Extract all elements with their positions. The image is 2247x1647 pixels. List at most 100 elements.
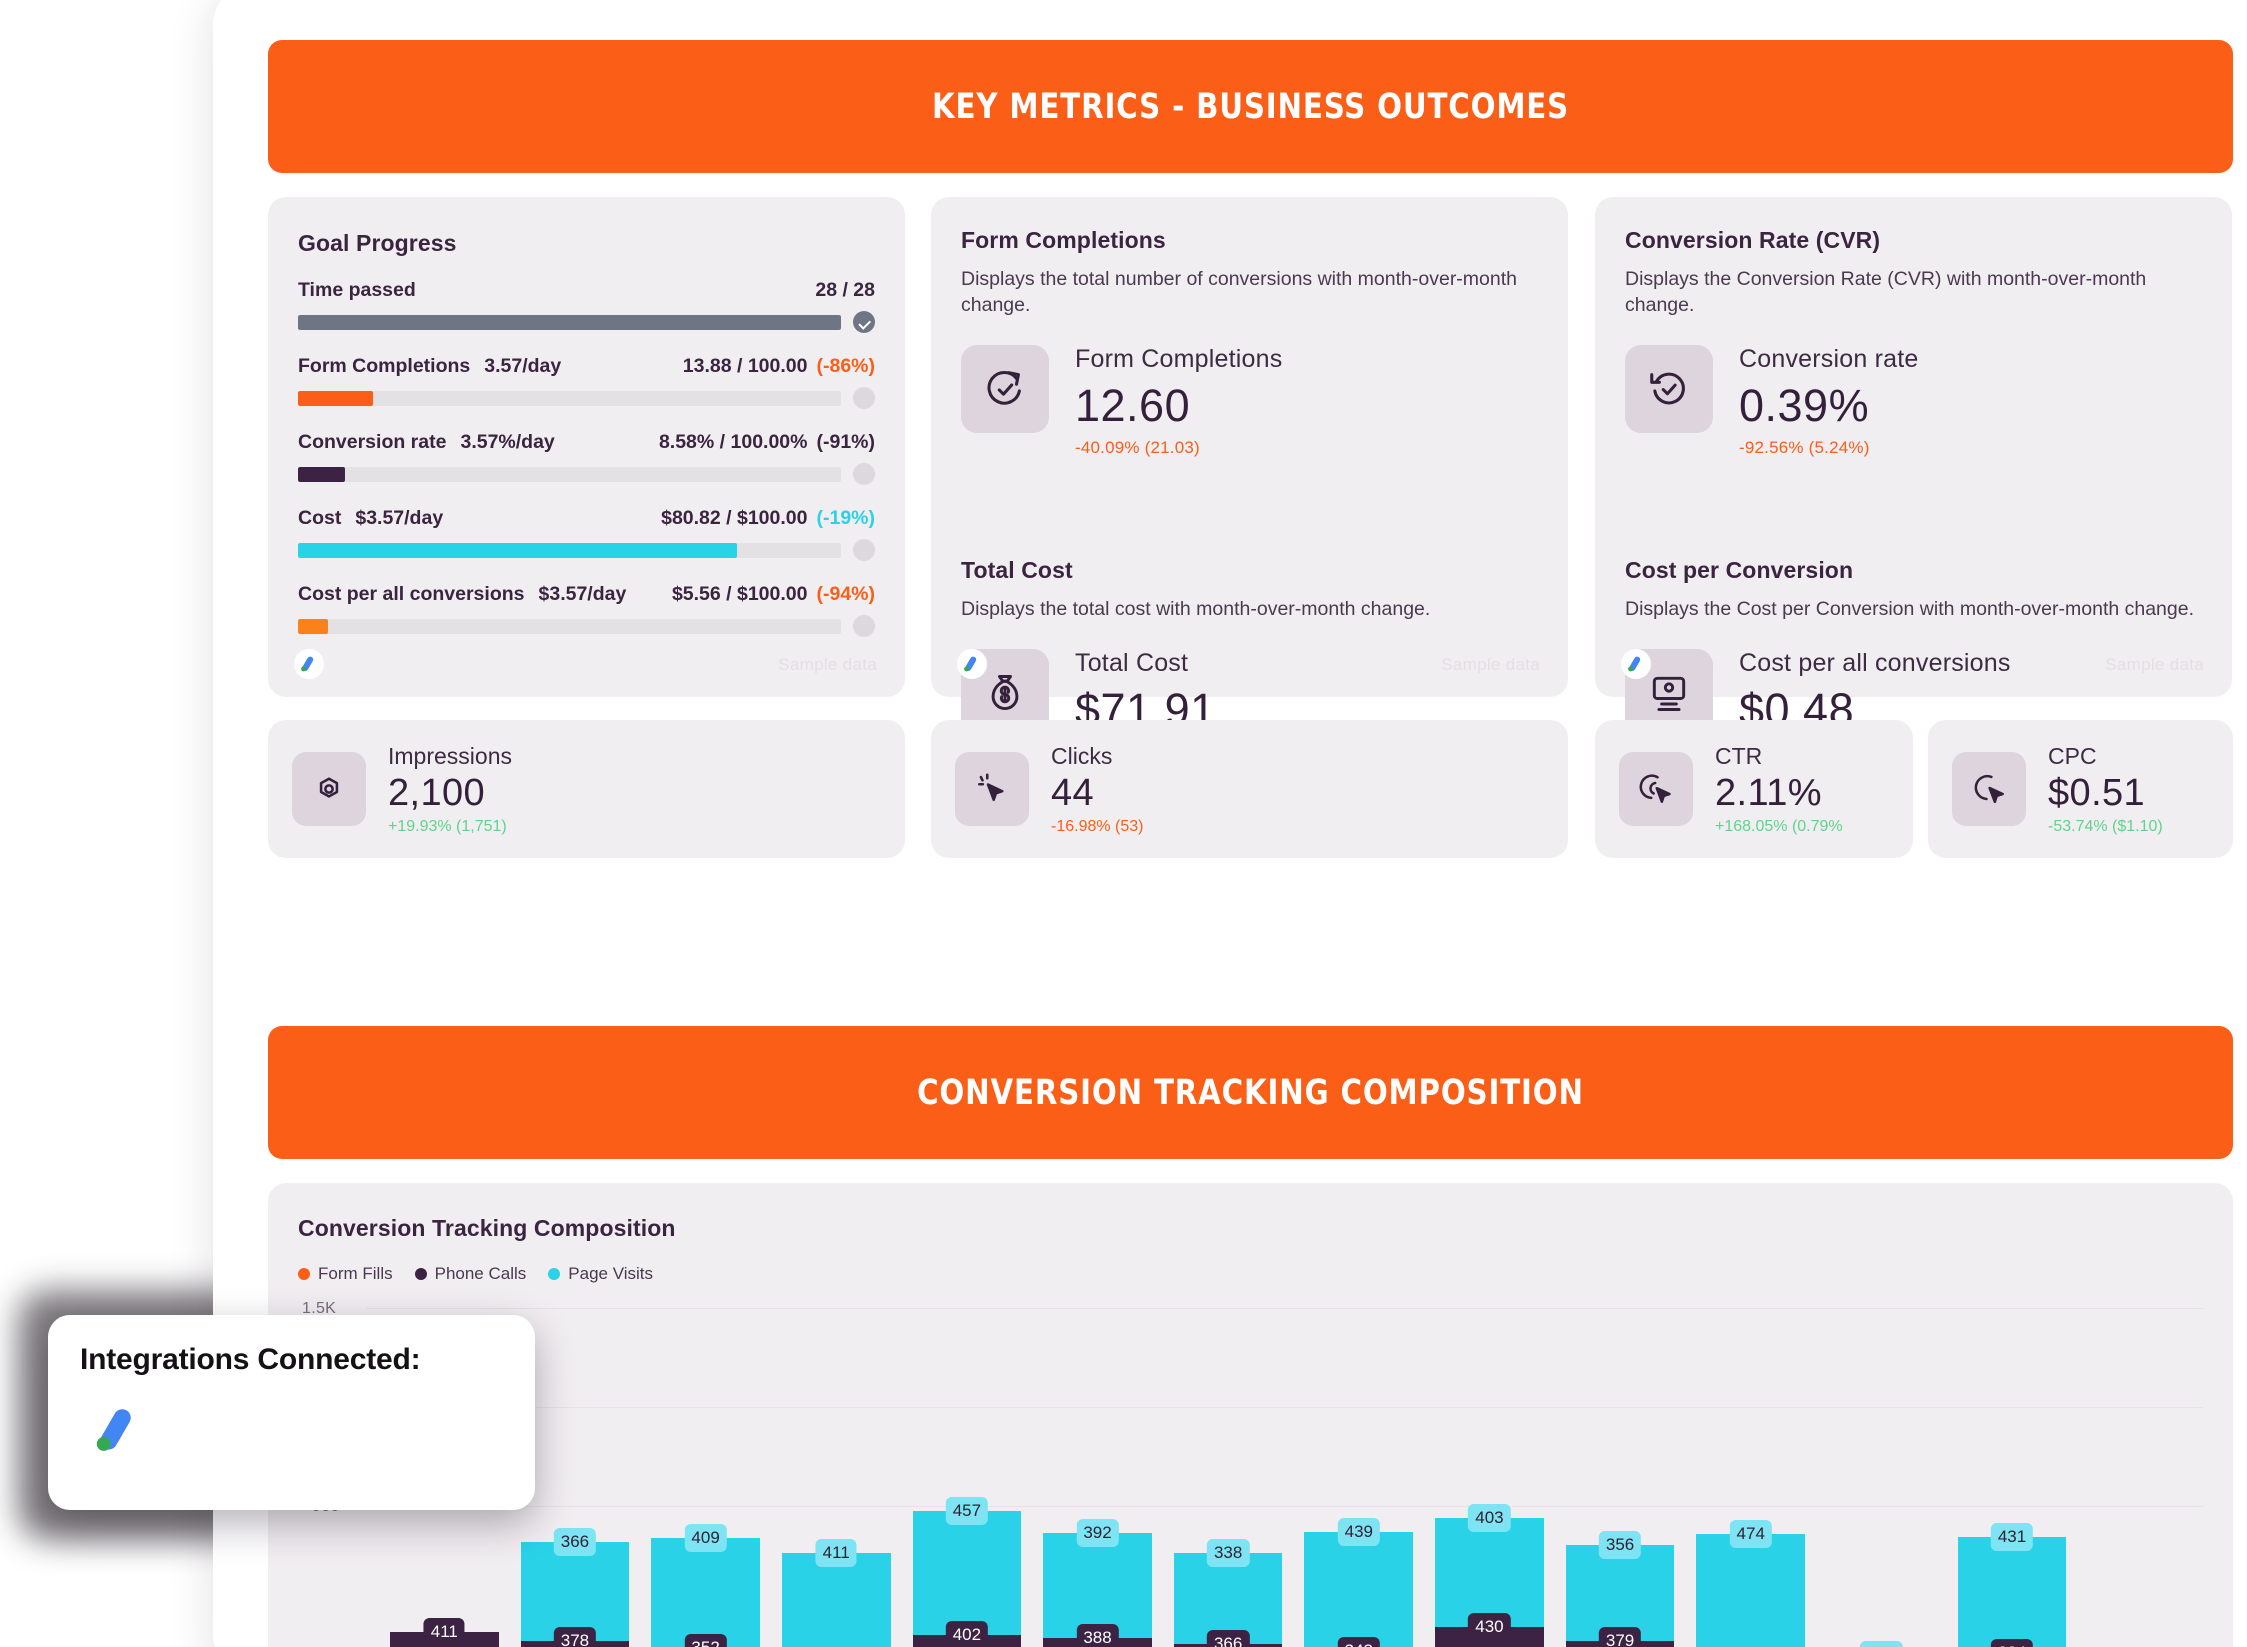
- goal-row-track: [298, 618, 841, 634]
- bar-segment-page-visits: 392: [1043, 1518, 1152, 1639]
- goal-row-delta: (-94%): [816, 583, 875, 605]
- bar-segment-page-visits: 403: [1435, 1504, 1544, 1628]
- goal-status-dot-icon: [853, 387, 875, 409]
- goal-row-progress: [298, 539, 875, 561]
- impressions-label: Impressions: [388, 742, 512, 769]
- cpc-card: CPC $0.51 -53.74% ($1.10): [1928, 720, 2233, 858]
- chart-bar-column[interactable]: 338 366: [1173, 1308, 1283, 1647]
- chart-bar-column[interactable]: 356 379: [1565, 1308, 1675, 1647]
- legend-item[interactable]: Page Visits: [548, 1264, 653, 1284]
- bar-value-label: 356: [1598, 1530, 1642, 1559]
- clicks-change: -16.98% (53): [1051, 817, 1144, 835]
- integrations-popup: Integrations Connected:: [48, 1315, 535, 1510]
- form-completions-value: 12.60: [1075, 379, 1191, 431]
- bar-segment-phone-calls: 430: [1435, 1613, 1544, 1647]
- bar-segment-page-visits: 338: [1173, 1539, 1283, 1645]
- bar-segment-phone-calls: 388: [1043, 1624, 1152, 1647]
- bar-value-label: 366: [553, 1528, 597, 1557]
- goal-progress-row: Form Completions 3.57/day 13.88 / 100.00 (-…: [298, 355, 875, 409]
- bar-value-label: 366: [1206, 1630, 1250, 1647]
- goal-row-delta: (-19%): [816, 507, 875, 529]
- goal-row-progress: [298, 615, 875, 637]
- goal-progress-rows: Time passed 28 / 28 Form Completions 3.57/d…: [298, 279, 875, 637]
- total-cost-desc: Displays the total cost with month-over-…: [961, 598, 1431, 620]
- chart-bar-column[interactable]: 366 378: [520, 1308, 630, 1647]
- banner-conversion-tracking: CONVERSION TRACKING COMPOSITION: [268, 1026, 2233, 1159]
- bar-segment-page-visits: 411: [781, 1539, 891, 1647]
- chart-bar-column[interactable]: 457 402: [912, 1308, 1022, 1647]
- goal-status-dot-icon: [853, 463, 875, 485]
- legend-item[interactable]: Form Fills: [298, 1264, 393, 1284]
- eye-icon: [292, 752, 366, 826]
- cost-per-conversion-metric-name: Cost per all conversions: [1739, 648, 2011, 677]
- cursor-click-icon: [955, 752, 1029, 826]
- chart-bar-column[interactable]: 411: [390, 1308, 499, 1647]
- chart-bar-column[interactable]: 474301: [1696, 1308, 1806, 1647]
- bar-value-label: 411: [423, 1618, 465, 1647]
- conversion-rate-card: Conversion Rate (CVR) Displays the Conve…: [1595, 197, 2232, 582]
- chart-bar-column[interactable]: 411292: [781, 1308, 891, 1647]
- cost-per-conversion-desc: Displays the Cost per Conversion with mo…: [1625, 598, 2195, 620]
- goal-row-delta: (-86%): [816, 355, 875, 377]
- goal-status-dot-icon: [853, 539, 875, 561]
- chart-bar-column[interactable]: 431 334: [1957, 1308, 2067, 1647]
- legend-color-dot: [414, 1268, 427, 1280]
- bar-value-label: 457: [945, 1497, 989, 1526]
- goal-row-label: Conversion rate: [298, 431, 447, 453]
- goal-progress-row: Cost $3.57/day $80.82 / $100.00 (-19%): [298, 507, 875, 561]
- bar-value-label: 327: [1860, 1640, 1903, 1647]
- rotate-check-icon: [1625, 344, 1713, 433]
- goal-row-rate: $3.57/day: [355, 507, 444, 529]
- goal-progress-row: Cost per all conversions $3.57/day $5.56 /…: [298, 583, 875, 637]
- bar-value-label: 334: [1990, 1638, 2034, 1647]
- goal-row-delta: (-91%): [816, 431, 875, 453]
- goal-row-value: $5.56 / $100.00: [671, 583, 808, 605]
- goal-row-rate: 3.57/day: [484, 355, 562, 377]
- y-axis-tick-1500: 1.5K: [302, 1300, 337, 1317]
- bar-segment-phone-calls: 378: [520, 1627, 630, 1647]
- ctr-card: CTR 2.11% +168.05% (0.79%: [1595, 720, 1913, 858]
- gridline-mid: [366, 1407, 2203, 1408]
- clicks-card: Clicks 44 -16.98% (53): [931, 720, 1568, 858]
- goal-row-value: 13.88 / 100.00: [682, 355, 808, 377]
- bar-segment-phone-calls: 366: [1173, 1630, 1283, 1647]
- form-completions-desc: Displays the total number of conversions…: [961, 268, 1517, 316]
- chart-plot-area: 1.5K 900 4113663784093524112924574023923…: [298, 1300, 2203, 1647]
- chart-title: Conversion Tracking Composition: [298, 1215, 676, 1241]
- bar-value-label: 411: [815, 1539, 857, 1568]
- bar-segment-phone-calls: 411: [390, 1618, 499, 1647]
- goal-row-header: Conversion rate 3.57%/day 8.58% / 100.00% (…: [298, 431, 875, 454]
- impressions-card: Impressions 2,100 +19.93% (1,751): [268, 720, 905, 858]
- impressions-value: 2,100: [388, 771, 486, 814]
- cost-per-conversion-card: Cost per Conversion Displays the Cost pe…: [1595, 527, 2232, 761]
- bar-value-label: 439: [1337, 1518, 1380, 1547]
- impressions-change: +19.93% (1,751): [388, 817, 507, 835]
- goal-row-value: $80.82 / $100.00: [661, 507, 808, 529]
- chart-bar-column[interactable]: 327: [1827, 1308, 1936, 1647]
- bar-value-label: 338: [1206, 1539, 1250, 1568]
- bar-value-label: 403: [1468, 1504, 1511, 1533]
- goal-row-rate: 3.57%/day: [460, 431, 555, 453]
- goal-status-dot-icon: [853, 615, 875, 637]
- conversion-tracking-chart-card: Conversion Tracking Composition Form Fil…: [268, 1183, 2233, 1647]
- google-ads-logo-icon: [80, 1399, 503, 1461]
- chart-bar-column[interactable]: 439 343: [1304, 1308, 1414, 1647]
- banner-conversion-tracking-label: CONVERSION TRACKING COMPOSITION: [917, 1072, 1584, 1113]
- legend-item[interactable]: Phone Calls: [414, 1264, 526, 1284]
- form-completions-title: Form Completions: [961, 227, 1166, 253]
- chart-bar-column[interactable]: 403 430: [1435, 1308, 1544, 1647]
- goal-row-progress: [298, 311, 875, 333]
- goal-sample-data-label: Sample data: [778, 655, 877, 674]
- goal-row-fill: [298, 542, 737, 558]
- form-completions-metric-name: Form Completions: [1075, 344, 1283, 373]
- chart-bar-column[interactable]: 392 388: [1043, 1308, 1152, 1647]
- goal-row-progress: [298, 463, 875, 485]
- dashboard-window: KEY METRICS - BUSINESS OUTCOMES Goal Pro…: [213, 0, 2247, 1647]
- goal-row-label: Cost: [298, 507, 342, 529]
- conversion-rate-metric-name: Conversion rate: [1739, 344, 1919, 373]
- legend-label: Page Visits: [568, 1264, 654, 1283]
- bar-segment-page-visits: 457: [912, 1497, 1022, 1635]
- chart-bar-column[interactable]: 409 352: [651, 1308, 760, 1647]
- integrations-title: Integrations Connected:: [80, 1343, 421, 1376]
- chart-bar-column[interactable]: [2088, 1308, 2197, 1647]
